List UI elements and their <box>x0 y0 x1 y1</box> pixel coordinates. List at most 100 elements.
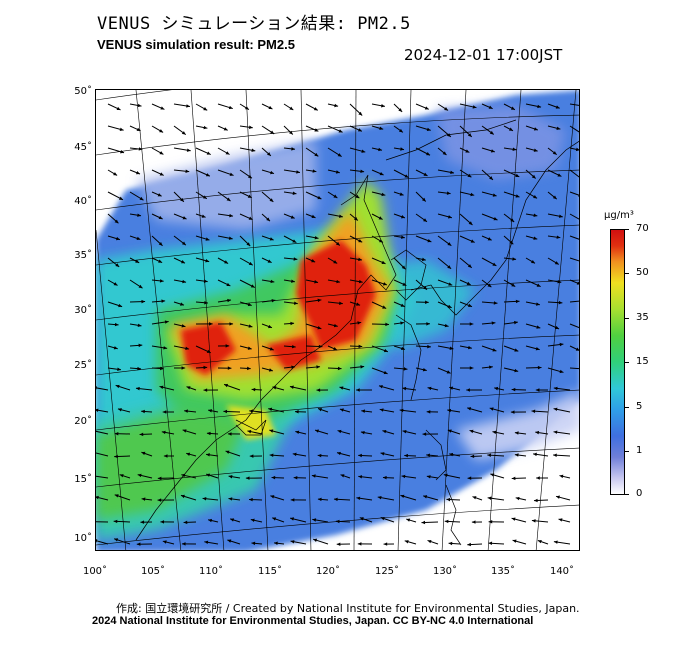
wind-arrowhead-icon <box>510 410 515 414</box>
wind-arrowhead-icon <box>358 257 362 262</box>
wind-arrowhead-icon <box>443 473 448 478</box>
wind-arrow-icon <box>569 125 579 133</box>
lon-label-120: 120˚ <box>315 566 341 577</box>
wind-arrowhead-icon <box>96 539 98 543</box>
wind-arrowhead-icon <box>381 192 386 197</box>
wind-arrowhead-icon <box>357 128 362 132</box>
wind-arrowhead-icon <box>96 408 99 413</box>
wind-arrowhead-icon <box>316 365 321 369</box>
wind-arrowhead-icon <box>164 320 169 324</box>
wind-arrowhead-icon <box>229 172 234 176</box>
wind-arrowhead-icon <box>159 172 164 176</box>
wind-arrowhead-icon <box>267 152 271 156</box>
wind-arrowhead-icon <box>203 365 208 370</box>
wind-arrowhead-icon <box>448 282 453 286</box>
wind-arrowhead-icon <box>338 214 343 218</box>
wind-arrowhead-icon <box>536 283 541 287</box>
wind-arrowhead-icon <box>273 541 278 545</box>
wind-arrow-icon <box>569 213 579 220</box>
wind-arrowhead-icon <box>444 323 449 328</box>
wind-arrowhead-icon <box>113 282 118 286</box>
wind-arrowhead-icon <box>512 257 517 261</box>
wind-arrowhead-icon <box>531 259 536 264</box>
wind-arrowhead-icon <box>533 236 538 240</box>
wind-arrowhead-icon <box>312 169 317 173</box>
wind-arrowhead-icon <box>291 279 295 283</box>
wind-arrowhead-icon <box>401 265 406 270</box>
wind-arrowhead-icon <box>271 298 276 303</box>
wind-arrowhead-icon <box>554 261 559 265</box>
wind-arrowhead-icon <box>114 454 118 459</box>
wind-arrowhead-icon <box>159 385 164 389</box>
wind-arrowhead-icon <box>553 407 558 412</box>
wind-arrowhead-icon <box>333 497 338 502</box>
wind-arrowhead-icon <box>533 195 538 199</box>
wind-arrowhead-icon <box>515 173 520 177</box>
wind-arrowhead-icon <box>117 367 121 371</box>
wind-arrowhead-icon <box>557 173 562 177</box>
very-high-region <box>181 322 236 375</box>
wind-arrowhead-icon <box>248 216 253 220</box>
coastlines <box>135 119 579 546</box>
wind-arrowhead-icon <box>492 430 497 435</box>
wind-arrow-icon <box>569 103 579 106</box>
wind-arrowhead-icon <box>224 383 229 388</box>
wind-arrowhead-icon <box>181 131 186 135</box>
wind-arrowhead-icon <box>403 367 408 371</box>
wind-arrowhead-icon <box>467 345 472 350</box>
wind-arrowhead-icon <box>158 215 163 220</box>
wind-arrowhead-icon <box>533 148 538 152</box>
wind-arrowhead-icon <box>404 453 408 458</box>
wind-arrowhead-icon <box>400 215 405 219</box>
wind-arrowhead-icon <box>340 474 345 478</box>
wind-arrowhead-icon <box>487 237 492 241</box>
wind-arrowhead-icon <box>295 430 300 435</box>
wind-arrowhead-icon <box>317 195 322 200</box>
wind-arrowhead-icon <box>180 198 184 202</box>
wind-arrowhead-icon <box>383 348 388 353</box>
wind-arrowhead-icon <box>449 386 454 390</box>
wind-arrowhead-icon <box>510 218 515 222</box>
wind-arrowhead-icon <box>290 498 295 502</box>
colorbar-label-50: 50 <box>636 267 649 278</box>
wind-arrowhead-icon <box>137 473 142 478</box>
wind-arrowhead-icon <box>119 474 124 478</box>
wind-arrowhead-icon <box>579 176 580 180</box>
wind-arrowhead-icon <box>488 541 493 546</box>
wind-arrowhead-icon <box>223 127 228 131</box>
wind-arrowhead-icon <box>138 147 143 151</box>
wind-arrowhead-icon <box>205 259 210 263</box>
wind-arrowhead-icon <box>533 452 537 457</box>
wind-arrowhead-icon <box>492 348 497 352</box>
low-concentration-region-east <box>436 105 566 180</box>
wind-arrowhead-icon <box>449 452 454 457</box>
wind-arrowhead-icon <box>446 133 451 137</box>
wind-arrowhead-icon <box>246 242 251 246</box>
wind-arrowhead-icon <box>245 476 250 480</box>
wind-arrowhead-icon <box>356 302 361 306</box>
wind-arrowhead-icon <box>422 432 427 436</box>
wind-arrowhead-icon <box>311 474 316 478</box>
wind-arrowhead-icon <box>555 105 560 109</box>
wind-arrowhead-icon <box>467 476 472 480</box>
wind-arrowhead-icon <box>289 385 294 389</box>
wind-arrowhead-icon <box>314 280 319 284</box>
wind-arrowhead-icon <box>488 105 493 109</box>
lat-label-25: 25˚ <box>74 360 92 371</box>
wind-arrowhead-icon <box>559 342 564 347</box>
wind-arrowhead-icon <box>96 495 99 500</box>
wind-arrowhead-icon <box>293 476 298 480</box>
wind-arrowhead-icon <box>333 260 338 264</box>
very-high-region-center <box>266 335 321 370</box>
wind-arrowhead-icon <box>427 386 432 391</box>
wind-arrowhead-icon <box>135 259 140 263</box>
wind-arrowhead-icon <box>244 106 249 110</box>
wind-arrowhead-icon <box>229 322 234 326</box>
wind-arrowhead-icon <box>400 494 405 499</box>
wind-arrowhead-icon <box>382 475 387 480</box>
wind-arrowhead-icon <box>378 147 383 152</box>
wind-arrowhead-icon <box>382 305 387 309</box>
wind-arrowhead-icon <box>421 257 426 262</box>
lat-label-30: 30˚ <box>74 305 92 316</box>
wind-arrowhead-icon <box>229 213 234 218</box>
